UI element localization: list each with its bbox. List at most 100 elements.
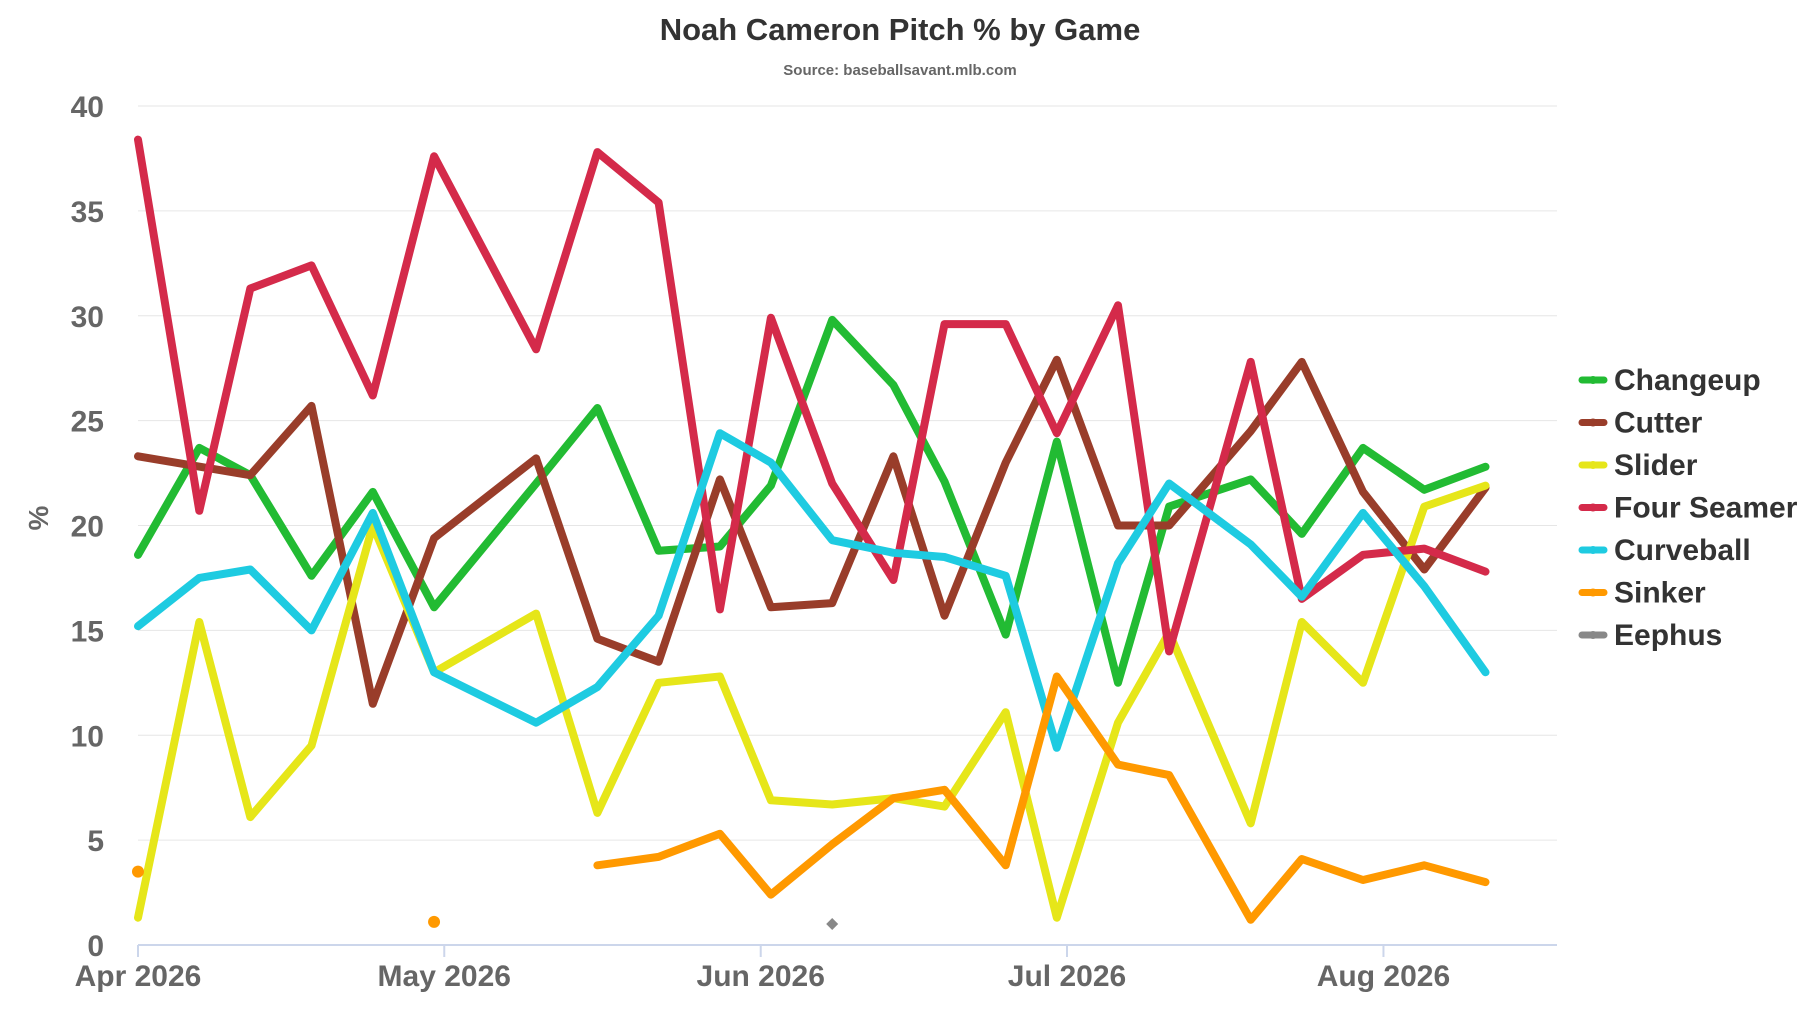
legend-label: Four Seamer [1614,492,1798,525]
series-eephus [826,918,839,931]
data-point-changeup [594,405,601,412]
data-point-changeup [829,316,836,323]
y-tick-label: 30 [71,301,104,334]
data-point-four-seamer [829,480,836,487]
data-point-slider [247,814,254,821]
data-point-curveball [431,669,438,676]
data-point-curveball [1115,560,1122,567]
series-line-sinker [593,672,1490,924]
data-point-cutter [369,700,376,707]
data-point-slider [941,803,948,810]
data-point-cutter [308,402,315,409]
data-point-cutter [1002,459,1009,466]
y-tick-label: 25 [71,406,104,439]
data-point-changeup [1002,631,1009,638]
legend-marker [1589,461,1597,469]
data-point-curveball [1298,593,1305,600]
data-point-four-seamer [594,149,601,156]
data-point-changeup [196,444,203,451]
data-point-four-seamer [716,606,723,613]
data-point-slider [1002,709,1009,716]
data-point-cutter [1166,522,1173,529]
data-point-cutter [1115,522,1122,529]
data-point-curveball [1421,583,1428,590]
data-point-sinker [132,865,144,878]
data-point-curveball [941,553,948,560]
legend-label: Changeup [1614,364,1761,397]
data-point-curveball [890,549,897,556]
series-layer [132,135,1490,931]
data-point-slider [308,742,315,749]
legend-item-four-seamer[interactable]: Four Seamer [1578,492,1798,525]
data-point-four-seamer [533,346,540,353]
y-tick-label: 40 [71,91,104,124]
data-point-four-seamer [1421,545,1428,552]
data-point-cutter [890,453,897,460]
series-four-seamer [134,135,1490,656]
data-point-four-seamer [431,153,438,160]
y-axis-label: % [23,505,54,530]
data-point-four-seamer [1482,568,1489,575]
data-point-curveball [594,684,601,691]
data-point-four-seamer [1115,302,1122,309]
data-point-sinker [941,786,948,793]
legend-item-sinker[interactable]: Sinker [1578,577,1706,610]
data-point-slider [533,610,540,617]
legend-marker [1589,503,1597,512]
data-point-eephus [826,918,839,931]
data-point-slider [594,809,601,816]
data-point-sinker [890,795,897,802]
data-point-cutter [941,612,948,619]
x-tick-label: Jul 2026 [1008,960,1126,993]
data-point-curveball [1166,480,1173,487]
legend-item-changeup[interactable]: Changeup [1578,364,1761,397]
data-point-four-seamer [135,136,141,143]
data-point-cutter [594,635,601,642]
data-point-four-seamer [247,285,254,292]
data-point-curveball [655,612,662,619]
data-point-four-seamer [1002,321,1009,328]
data-point-four-seamer [1166,648,1173,655]
data-point-cutter [533,455,540,462]
data-point-slider [767,797,774,804]
data-point-cutter [1247,428,1254,435]
data-point-four-seamer [308,262,315,269]
data-point-changeup [890,381,897,388]
data-point-four-seamer [890,577,897,584]
legend[interactable]: Changeup Cutter Slider Four Seamer Curveball… [1578,364,1798,652]
data-point-sinker [1053,673,1060,680]
data-point-sinker [767,891,774,898]
legend-label: Curveball [1614,534,1751,567]
legend-marker [1589,588,1597,597]
y-tick-label: 20 [71,511,104,544]
data-point-four-seamer [196,507,203,514]
y-tick-label: 35 [71,196,104,229]
data-point-cutter [1298,358,1305,365]
data-point-slider [1247,820,1254,827]
data-point-slider [135,914,141,921]
data-point-changeup [1482,463,1489,470]
data-point-sinker [428,915,441,928]
legend-label: Slider [1614,449,1698,482]
data-point-slider [655,679,662,686]
legend-item-eephus[interactable]: Eephus [1578,619,1722,652]
data-point-cutter [135,453,141,460]
legend-item-slider[interactable]: Slider [1578,449,1698,482]
data-point-sinker [1115,761,1122,768]
series-sinker [132,672,1490,928]
data-point-curveball [716,430,723,437]
data-point-sinker [1421,862,1428,869]
legend-marker [1589,546,1597,554]
data-point-cutter [247,472,254,479]
legend-item-cutter[interactable]: Cutter [1578,407,1703,440]
data-point-curveball [308,627,315,634]
data-point-curveball [1247,541,1254,548]
data-point-sinker [655,853,662,860]
data-point-sinker [1247,916,1254,923]
data-point-cutter [431,535,438,542]
legend-label: Sinker [1614,577,1706,610]
legend-item-curveball[interactable]: Curveball [1578,534,1751,567]
data-point-cutter [1421,566,1428,573]
data-point-cutter [655,658,662,665]
data-point-slider [716,673,723,680]
